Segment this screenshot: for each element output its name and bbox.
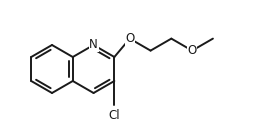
Text: Cl: Cl bbox=[108, 109, 120, 122]
Text: O: O bbox=[125, 32, 134, 45]
Text: N: N bbox=[89, 38, 98, 52]
Text: O: O bbox=[187, 44, 197, 57]
